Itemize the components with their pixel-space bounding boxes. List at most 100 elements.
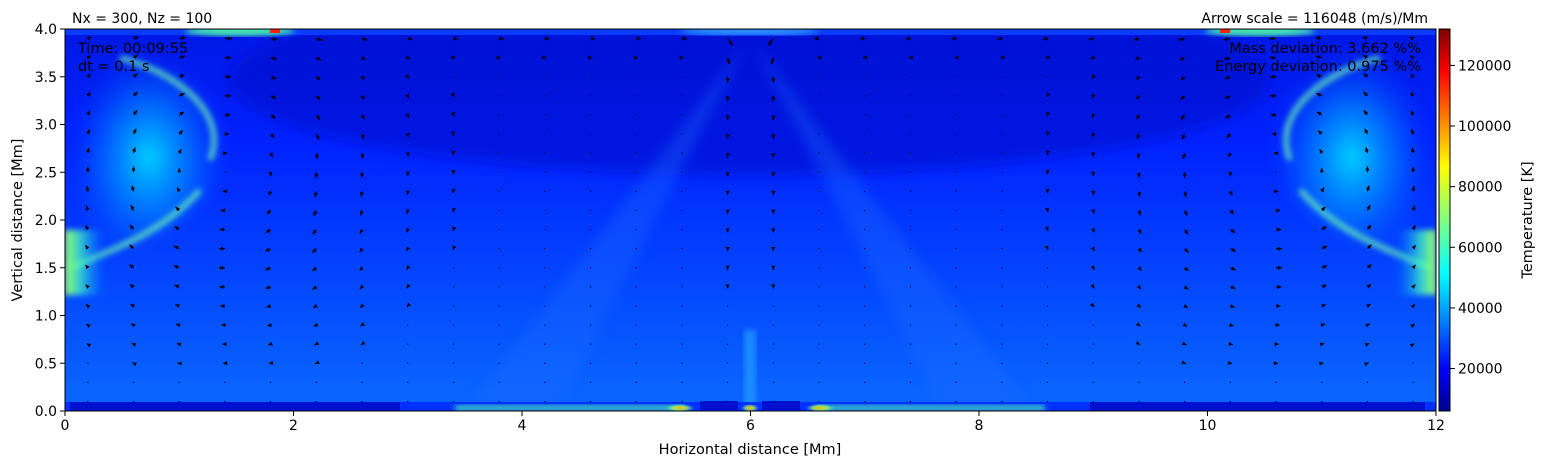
velocity-arrow-head — [312, 266, 317, 271]
velocity-arrow-head — [1410, 55, 1415, 60]
velocity-arrow — [909, 248, 912, 250]
velocity-arrow-head — [908, 55, 913, 60]
velocity-arrow-head — [1046, 92, 1051, 98]
velocity-arrow-head — [1090, 55, 1096, 60]
velocity-arrow — [407, 324, 409, 326]
velocity-arrow-head — [771, 97, 776, 102]
velocity-arrow — [544, 362, 546, 364]
velocity-arrow-head — [771, 116, 776, 121]
velocity-arrow-head — [177, 361, 182, 366]
velocity-arrow-head — [1411, 284, 1416, 289]
velocity-arrow-head — [1135, 340, 1141, 345]
velocity-arrow — [1001, 228, 1003, 231]
velocity-arrow-head — [1321, 303, 1326, 308]
y-tick-label: 1.5 — [35, 261, 57, 277]
velocity-arrow — [544, 133, 546, 135]
velocity-arrow-head — [315, 75, 321, 80]
velocity-arrow-head — [129, 284, 135, 289]
velocity-arrow — [270, 400, 272, 403]
velocity-arrow-head — [725, 284, 730, 289]
velocity-arrow-head — [266, 304, 271, 308]
velocity-arrow — [87, 381, 89, 383]
velocity-arrow-head — [406, 246, 411, 252]
velocity-arrow-head — [1133, 37, 1139, 41]
velocity-arrow — [1412, 362, 1414, 364]
velocity-arrow-head — [1228, 341, 1233, 346]
field-bottom-dark-left — [70, 402, 400, 411]
velocity-arrow — [452, 267, 455, 269]
velocity-arrow — [178, 381, 180, 383]
velocity-arrow-head — [270, 114, 276, 119]
velocity-arrow-head — [360, 340, 366, 345]
velocity-arrow-head — [591, 36, 596, 41]
velocity-arrow-head — [1184, 266, 1189, 271]
velocity-arrow-head — [181, 36, 186, 41]
annotation-energy-deviation: Energy deviation: 0.975 %% — [1215, 59, 1421, 75]
velocity-arrow — [635, 209, 637, 212]
velocity-arrow-head — [265, 228, 271, 233]
velocity-arrow-head — [223, 361, 228, 366]
velocity-arrow-head — [1270, 74, 1275, 79]
velocity-arrow-head — [405, 152, 410, 157]
velocity-arrow — [498, 133, 500, 135]
velocity-arrow — [589, 305, 592, 307]
velocity-arrow — [635, 114, 637, 116]
velocity-arrow-head — [1411, 166, 1416, 171]
velocity-arrow-head — [1231, 266, 1236, 271]
annotation-time: Time: 00:09:55 — [77, 41, 188, 57]
velocity-arrow-head — [452, 226, 457, 231]
velocity-arrow — [772, 343, 774, 345]
velocity-arrow-head — [227, 55, 232, 60]
velocity-arrow — [1001, 286, 1003, 288]
velocity-arrow — [1229, 381, 1231, 383]
velocity-arrow-head — [220, 208, 225, 213]
velocity-arrow-head — [174, 226, 179, 231]
velocity-arrow — [1001, 152, 1003, 154]
velocity-arrow-head — [173, 245, 179, 250]
velocity-arrow-head — [1322, 265, 1328, 269]
velocity-arrow-head — [1230, 304, 1235, 308]
velocity-arrow — [818, 400, 820, 403]
velocity-arrow-head — [219, 284, 224, 289]
velocity-arrow — [498, 305, 500, 307]
velocity-arrow-head — [175, 303, 180, 308]
velocity-arrow-head — [768, 40, 773, 46]
velocity-arrow — [955, 381, 957, 383]
velocity-arrow — [224, 381, 226, 383]
colorbar-tick-label: 60000 — [1458, 240, 1503, 256]
velocity-arrow-head — [1320, 323, 1325, 328]
velocity-arrow — [681, 362, 683, 364]
velocity-arrow-head — [1135, 322, 1141, 327]
velocity-arrow-head — [1091, 171, 1096, 176]
velocity-arrow-head — [1411, 110, 1415, 116]
velocity-arrow — [681, 95, 683, 97]
velocity-arrow — [955, 400, 957, 403]
velocity-arrow-head — [317, 37, 323, 42]
field-wall-left — [65, 230, 105, 295]
velocity-arrow — [589, 76, 592, 78]
velocity-arrow — [452, 286, 455, 288]
velocity-arrow-head — [1410, 73, 1415, 79]
velocity-arrow-head — [450, 55, 456, 59]
velocity-arrow-head — [1269, 36, 1274, 41]
velocity-arrow — [1001, 190, 1003, 192]
velocity-arrow-head — [1045, 55, 1051, 59]
velocity-arrow — [1046, 324, 1049, 326]
velocity-arrow-head — [1225, 114, 1231, 119]
velocity-arrow-head — [682, 36, 687, 41]
velocity-arrow-head — [588, 55, 593, 60]
y-tick-label: 2.5 — [35, 165, 57, 181]
velocity-arrow — [1092, 400, 1094, 403]
velocity-arrow-head — [133, 55, 138, 59]
velocity-arrow — [864, 228, 866, 231]
velocity-arrow — [864, 190, 866, 192]
velocity-arrow — [772, 324, 774, 326]
velocity-arrow — [681, 286, 683, 288]
velocity-arrow-head — [771, 78, 776, 83]
velocity-arrow-head — [496, 55, 501, 60]
velocity-arrow — [589, 114, 592, 116]
velocity-arrow-head — [725, 172, 730, 177]
velocity-arrow-head — [85, 284, 90, 289]
velocity-arrow-head — [314, 154, 319, 159]
velocity-arrow — [1001, 400, 1003, 403]
